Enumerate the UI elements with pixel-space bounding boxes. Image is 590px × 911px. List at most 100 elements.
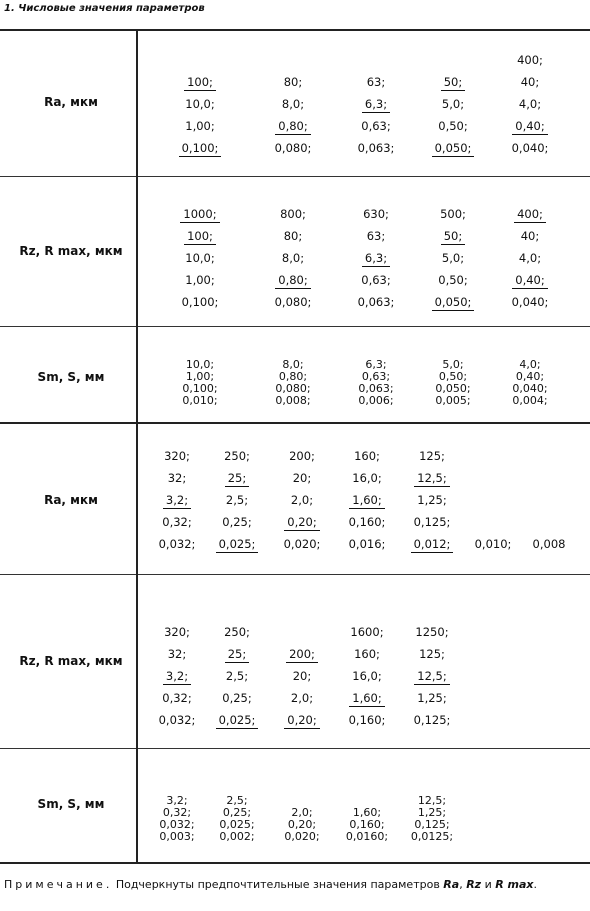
- note-sep-2: и: [481, 878, 496, 891]
- value-text: 4,0;: [519, 358, 541, 371]
- table-6-value: 0,32;: [142, 807, 212, 819]
- value-text: 0,0160;: [345, 830, 389, 843]
- value-text: 0,160;: [348, 515, 386, 529]
- value-text: 8,0;: [282, 358, 304, 371]
- note-sep-1: ,: [459, 878, 467, 891]
- preferred-value: 200;: [286, 647, 318, 663]
- rule-section: [0, 422, 590, 424]
- table-1-value: 50;: [418, 75, 488, 91]
- table-2-value: 10,0;: [165, 251, 235, 265]
- value-text: 0,063;: [357, 295, 395, 309]
- table-5-value: 3,2;: [142, 669, 212, 685]
- table-3-value: 0,50;: [418, 371, 488, 383]
- table-3-value: 0,63;: [341, 371, 411, 383]
- table-1-value: 0,100;: [165, 141, 235, 157]
- table-1-value: 0,63;: [341, 119, 411, 133]
- table-3-value: 0,80;: [258, 371, 328, 383]
- preferred-value: 0,80;: [275, 273, 311, 289]
- rule-row-5: [0, 748, 590, 749]
- table-5-value: 1,60;: [332, 691, 402, 707]
- note-lead: Примечание.: [4, 878, 113, 891]
- table-4-value: 0,32;: [142, 515, 212, 529]
- table-heading: 1. Числовые значения параметров: [4, 3, 205, 14]
- table-2-value: 0,040;: [495, 295, 565, 309]
- table-4-value: 20;: [267, 471, 337, 485]
- table-2-value: 0,080;: [258, 295, 328, 309]
- table-1-value: 0,80;: [258, 119, 328, 135]
- table-6-value: 0,0160;: [332, 831, 402, 843]
- value-text: 500;: [440, 207, 466, 221]
- preferred-value: 0,025;: [215, 713, 259, 729]
- value-text: 1,25;: [417, 493, 447, 507]
- table-3-value: 0,080;: [258, 383, 328, 395]
- table-3-value: 0,100;: [165, 383, 235, 395]
- preferred-value: 12,5;: [414, 471, 450, 487]
- value-text: 3,2;: [166, 794, 188, 807]
- preferred-value: 0,40;: [512, 273, 548, 289]
- table-3-value: 0,050;: [418, 383, 488, 395]
- value-text: 63;: [366, 229, 386, 243]
- table-6-value: 12,5;: [397, 795, 467, 807]
- value-text: 0,008: [532, 537, 566, 551]
- table-4-value: 16,0;: [332, 471, 402, 485]
- table-5-value: 2,5;: [202, 669, 272, 683]
- value-text: 125;: [419, 647, 445, 661]
- table-2-value: 80;: [258, 229, 328, 243]
- value-text: 0,032;: [158, 537, 196, 551]
- table-5-value: 25;: [202, 647, 272, 663]
- note-param-rz: Rz: [466, 878, 482, 891]
- row-label-sm-2: Sm, S, мм: [37, 797, 105, 811]
- table-5-value: 200;: [267, 647, 337, 663]
- value-text: 630;: [363, 207, 389, 221]
- value-text: 16,0;: [352, 471, 382, 485]
- value-text: 8,0;: [281, 97, 305, 111]
- table-1-value: 0,040;: [495, 141, 565, 155]
- table-5-value: 0,160;: [332, 713, 402, 727]
- table-2-value: 630;: [341, 207, 411, 221]
- table-1-value: 0,080;: [258, 141, 328, 155]
- value-text: 0,40;: [515, 370, 545, 383]
- value-text: 0,008;: [275, 394, 311, 407]
- preferred-value: 12,5;: [414, 669, 450, 685]
- table-1-value: 0,50;: [418, 119, 488, 133]
- table-6-value: 0,002;: [202, 831, 272, 843]
- table-3-value: 0,004;: [495, 395, 565, 407]
- preferred-value: 0,40;: [512, 119, 548, 135]
- value-text: 0,160;: [349, 818, 385, 831]
- value-text: 10,0;: [185, 97, 215, 111]
- table-3-value: 6,3;: [341, 359, 411, 371]
- preferred-value: 1,60;: [349, 493, 385, 509]
- table-2-value: 100;: [165, 229, 235, 245]
- rule-row-1: [0, 176, 590, 177]
- row-label-sm-1: Sm, S, мм: [37, 370, 105, 384]
- value-text: 320;: [164, 449, 190, 463]
- table-6-value: 0,125;: [397, 819, 467, 831]
- preferred-value: 25;: [224, 647, 250, 663]
- table-2-value: 4,0;: [495, 251, 565, 265]
- table-4-value: 32;: [142, 471, 212, 485]
- value-text: 2,5;: [225, 669, 249, 683]
- table-3-value: 5,0;: [418, 359, 488, 371]
- table-4-value: 0,032;: [142, 537, 212, 551]
- table-5-value: 1,25;: [397, 691, 467, 705]
- table-1-value: 0,050;: [418, 141, 488, 157]
- table-2-value: 0,100;: [165, 295, 235, 309]
- value-text: 1250;: [415, 625, 449, 639]
- value-text: 32;: [167, 471, 187, 485]
- preferred-value: 0,20;: [284, 713, 320, 729]
- value-text: 1,00;: [185, 273, 215, 287]
- table-5-value: 0,032;: [142, 713, 212, 727]
- row-label-ra-1: Ra, мкм: [44, 95, 98, 109]
- value-text: 0,025;: [219, 818, 255, 831]
- value-text: 0,032;: [158, 713, 196, 727]
- value-text: 8,0;: [281, 251, 305, 265]
- value-text: 0,063;: [358, 382, 394, 395]
- table-3-value: 10,0;: [165, 359, 235, 371]
- table-5-value: 0,25;: [202, 691, 272, 705]
- table-3-value: 0,40;: [495, 371, 565, 383]
- preferred-value: 1,60;: [349, 691, 385, 707]
- value-text: 1600;: [350, 625, 384, 639]
- table-4-value: 12,5;: [397, 471, 467, 487]
- table-5-value: 0,025;: [202, 713, 272, 729]
- value-text: 0,032;: [159, 818, 195, 831]
